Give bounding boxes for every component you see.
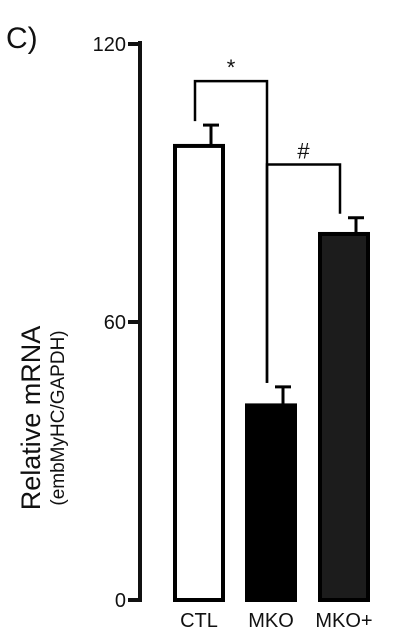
y-tick-label-60: 60 — [104, 312, 126, 334]
panel-label: C) — [6, 22, 38, 55]
x-tick-label-mko-plus: MKO+ — [315, 610, 372, 632]
significance-bracket-1 — [265, 163, 342, 383]
y-tick-label-120: 120 — [93, 34, 126, 56]
y-axis-subtitle: (embMyHC/GAPDH) — [48, 330, 69, 505]
y-tick-label-0: 0 — [115, 590, 126, 612]
y-axis-label: Relative mRNA (embMyHC/GAPDH) — [16, 326, 69, 511]
bar-mko — [245, 403, 297, 602]
x-axis-labels: CTL MKO MKO+ — [180, 610, 373, 632]
significance-symbol-1: # — [297, 138, 310, 163]
x-tick-label-mko: MKO — [248, 610, 294, 632]
y-axis: 0 60 120 — [93, 34, 142, 612]
significance-symbol-0: * — [227, 55, 236, 80]
bar-mko-plus — [318, 231, 370, 602]
bar-ctl — [173, 143, 225, 603]
y-axis-title: Relative mRNA — [16, 326, 46, 511]
x-tick-label-ctl: CTL — [180, 610, 218, 632]
bars-group — [173, 123, 370, 603]
significance-brackets: *# — [193, 55, 342, 383]
